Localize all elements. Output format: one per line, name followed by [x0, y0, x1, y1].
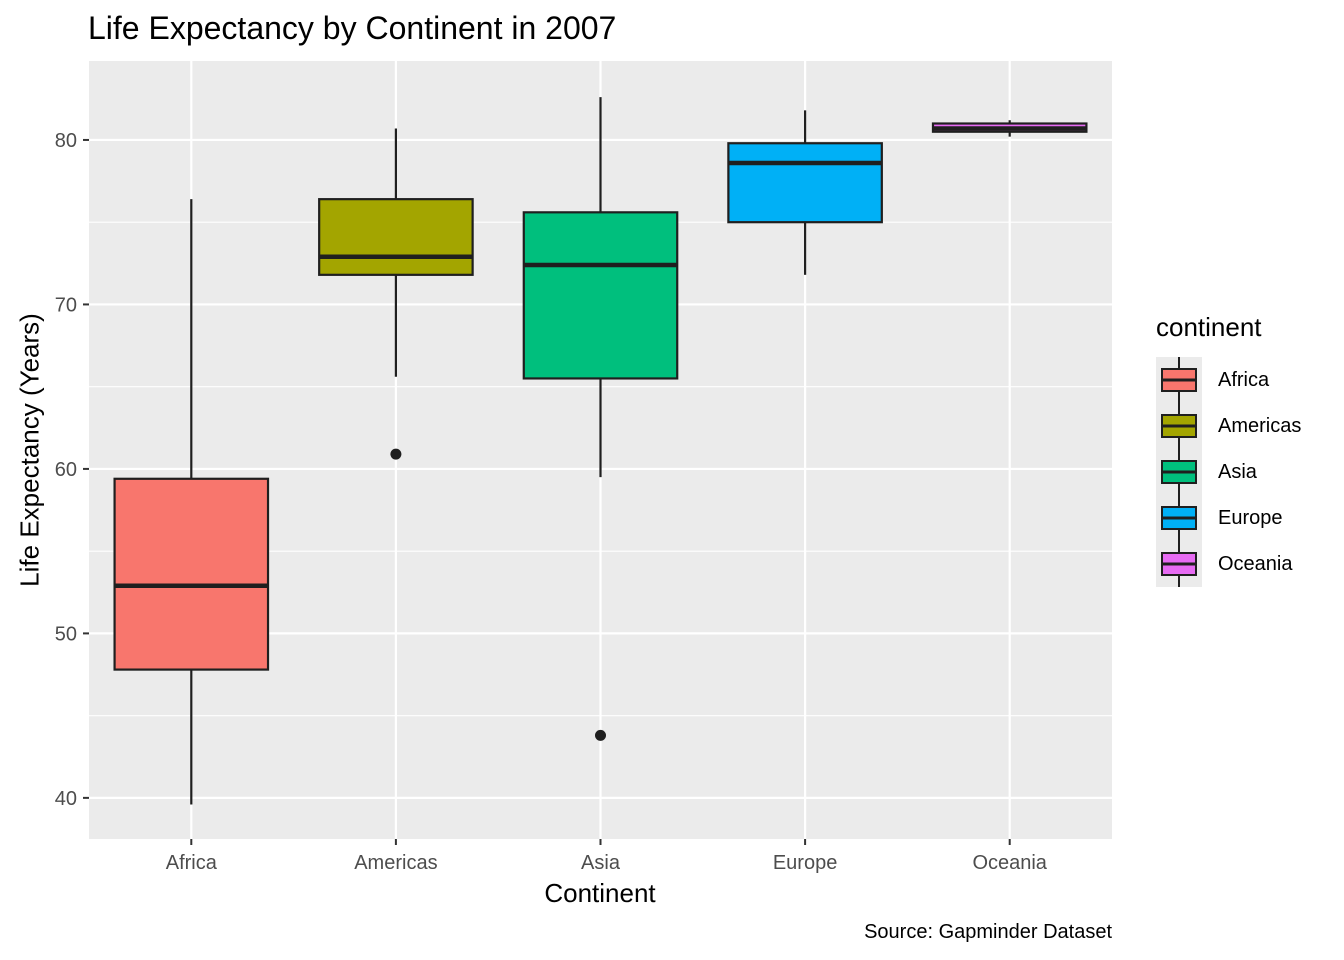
- y-tick-label: 70: [55, 294, 77, 316]
- legend-key-glyph: [1161, 541, 1197, 587]
- legend-key: [1156, 403, 1202, 449]
- legend-item-oceania: Oceania: [1156, 541, 1301, 587]
- legend-label: Europe: [1218, 506, 1283, 529]
- y-tick-label: 50: [55, 623, 77, 645]
- legend-key-glyph: [1161, 449, 1197, 495]
- outlier-point-americas: [390, 448, 402, 460]
- legend: continent Africa Americas Asia Europe Oceani…: [1156, 312, 1301, 587]
- y-axis-label: Life Expectancy (Years): [14, 313, 45, 587]
- legend-label: Oceania: [1218, 552, 1293, 575]
- box-americas: [318, 198, 474, 276]
- legend-item-europe: Europe: [1156, 495, 1301, 541]
- x-axis-label: Continent: [544, 878, 656, 908]
- x-tick-label: Africa: [166, 852, 218, 874]
- legend-key: [1156, 541, 1202, 587]
- x-tick-label: Asia: [581, 852, 621, 874]
- legend-item-americas: Americas: [1156, 403, 1301, 449]
- y-tick-label: 80: [55, 130, 77, 152]
- legend-item-africa: Africa: [1156, 357, 1301, 403]
- outlier-point-asia: [595, 729, 606, 741]
- legend-key-glyph: [1161, 357, 1197, 403]
- box-africa: [113, 477, 270, 671]
- x-tick-label: Europe: [773, 852, 838, 874]
- box-europe: [727, 142, 883, 224]
- legend-key-glyph: [1161, 495, 1197, 541]
- y-tick-label: 40: [55, 788, 77, 810]
- legend-key: [1156, 357, 1202, 403]
- y-tick-label: 60: [55, 459, 77, 481]
- legend-label: Asia: [1218, 460, 1257, 483]
- legend-items: Africa Americas Asia Europe Oceania: [1156, 357, 1301, 587]
- box-asia: [522, 211, 679, 380]
- legend-label: Africa: [1218, 368, 1270, 391]
- legend-title: continent: [1156, 312, 1262, 342]
- x-tick-label: Oceania: [972, 852, 1047, 874]
- legend-label: Americas: [1218, 414, 1302, 437]
- legend-key: [1156, 449, 1202, 495]
- x-tick-label: Americas: [354, 852, 437, 874]
- legend-key: [1156, 495, 1202, 541]
- chart-title: Life Expectancy by Continent in 2007: [88, 10, 617, 46]
- chart-caption: Source: Gapminder Dataset: [864, 921, 1112, 943]
- legend-item-asia: Asia: [1156, 449, 1301, 495]
- legend-key-glyph: [1161, 403, 1197, 449]
